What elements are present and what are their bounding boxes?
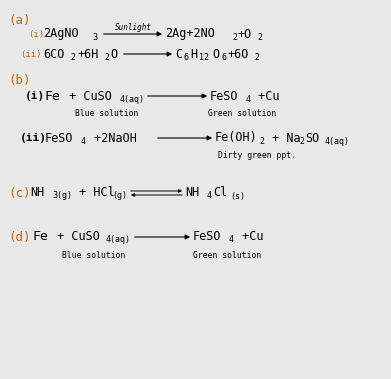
Text: +6O: +6O — [227, 47, 248, 61]
Text: Blue solution: Blue solution — [62, 252, 126, 260]
Text: + Na: + Na — [265, 132, 301, 144]
Text: 4: 4 — [207, 191, 212, 200]
Text: C: C — [175, 47, 182, 61]
Text: 2: 2 — [70, 53, 75, 61]
Text: Green solution: Green solution — [208, 108, 276, 117]
Text: 4(aq): 4(aq) — [106, 235, 131, 244]
Text: (i): (i) — [28, 30, 44, 39]
Text: 12: 12 — [199, 53, 209, 61]
Text: (d): (d) — [8, 230, 30, 243]
Text: FeSO: FeSO — [45, 132, 74, 144]
Text: (b): (b) — [8, 74, 30, 87]
Text: Blue solution: Blue solution — [75, 108, 138, 117]
Text: + CuSO: + CuSO — [62, 89, 112, 102]
Text: 4: 4 — [229, 235, 234, 244]
Text: 4: 4 — [81, 136, 86, 146]
Text: + CuSO: + CuSO — [50, 230, 100, 243]
Text: O: O — [110, 47, 117, 61]
Text: 3(g): 3(g) — [52, 191, 72, 200]
Text: 6: 6 — [221, 53, 226, 61]
Text: 6CO: 6CO — [43, 47, 65, 61]
Text: FeSO: FeSO — [193, 230, 221, 243]
Text: NH: NH — [30, 186, 44, 199]
Text: 2: 2 — [257, 33, 262, 41]
Text: (ii): (ii) — [20, 133, 47, 143]
Text: 4(aq): 4(aq) — [325, 136, 350, 146]
Text: Fe: Fe — [32, 230, 48, 243]
Text: +O: +O — [238, 28, 252, 41]
Text: 2: 2 — [104, 53, 109, 61]
Text: 2: 2 — [232, 33, 237, 41]
Text: (s): (s) — [230, 191, 245, 200]
Text: FeSO: FeSO — [210, 89, 239, 102]
Text: (a): (a) — [8, 14, 30, 27]
Text: + HCl: + HCl — [72, 186, 115, 199]
Text: (c): (c) — [8, 186, 30, 199]
Text: (ii): (ii) — [20, 50, 41, 58]
Text: Fe: Fe — [45, 89, 61, 102]
Text: Fe(OH): Fe(OH) — [215, 132, 258, 144]
Text: +Cu: +Cu — [251, 89, 280, 102]
Text: Cl: Cl — [213, 186, 227, 199]
Text: 6: 6 — [184, 53, 189, 61]
Text: (i): (i) — [25, 91, 45, 101]
Text: 2AgNO: 2AgNO — [43, 28, 79, 41]
Text: +2NaOH: +2NaOH — [87, 132, 137, 144]
Text: +6H: +6H — [77, 47, 99, 61]
Text: NH: NH — [185, 186, 199, 199]
Text: 2Ag+2NO: 2Ag+2NO — [165, 28, 215, 41]
Text: Sunlight: Sunlight — [115, 23, 151, 33]
Text: 2: 2 — [299, 136, 304, 146]
Text: 4(aq): 4(aq) — [120, 94, 145, 103]
Text: H: H — [190, 47, 197, 61]
Text: 2: 2 — [259, 136, 264, 146]
Text: O: O — [212, 47, 219, 61]
Text: (g): (g) — [112, 191, 127, 200]
Text: 4: 4 — [246, 94, 251, 103]
Text: SO: SO — [305, 132, 319, 144]
Text: 2: 2 — [254, 53, 259, 61]
Text: +Cu: +Cu — [235, 230, 264, 243]
Text: 3: 3 — [92, 33, 97, 41]
Text: Green solution: Green solution — [193, 252, 261, 260]
Text: Dirty green ppt.: Dirty green ppt. — [218, 150, 296, 160]
